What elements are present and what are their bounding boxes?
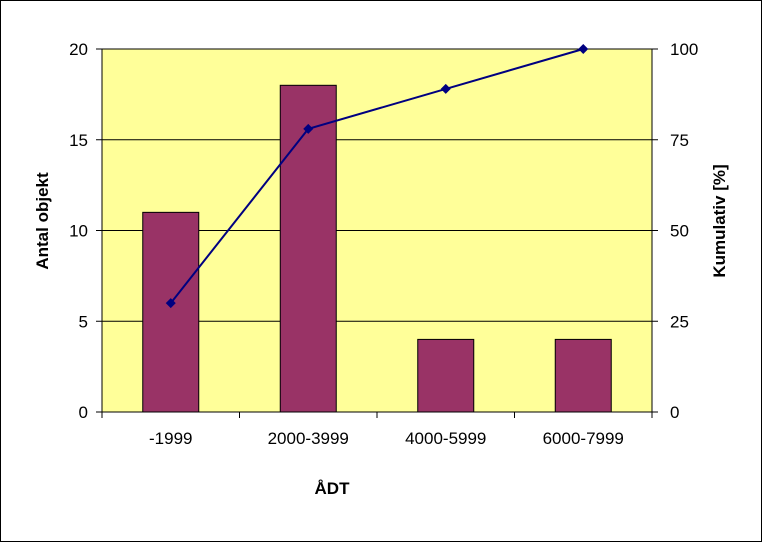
x-tick-label: 4000-5999 xyxy=(405,429,486,448)
bar-series xyxy=(142,84,612,413)
y-axis-title: Antal objekt xyxy=(33,172,52,270)
line-series xyxy=(165,44,589,309)
right-tick-label: 25 xyxy=(670,312,689,331)
left-tick-label: 0 xyxy=(79,403,88,422)
right-tick-label: 75 xyxy=(670,131,689,150)
right-tick-label: 0 xyxy=(670,403,679,422)
x-axis-title: ÅDT xyxy=(315,479,351,498)
line-point xyxy=(578,44,589,54)
left-tick-label: 15 xyxy=(69,131,88,150)
bar xyxy=(417,338,475,413)
left-tick-label: 10 xyxy=(69,222,88,241)
x-tick-label: -1999 xyxy=(149,429,192,448)
line-point xyxy=(165,298,176,309)
left-tick-label: 5 xyxy=(79,312,88,331)
y2-axis-title: Kumulativ [%] xyxy=(710,164,729,277)
right-tick-label: 100 xyxy=(670,40,698,59)
right-tick-label: 50 xyxy=(670,222,689,241)
line-point xyxy=(440,83,451,94)
bar xyxy=(554,338,612,413)
line-point xyxy=(303,123,314,134)
cumulative-line xyxy=(169,48,584,304)
x-tick-label: 6000-7999 xyxy=(543,429,624,448)
left-axis-ticks: 0 5 10 15 20 xyxy=(69,40,102,422)
left-tick-label: 20 xyxy=(69,40,88,59)
bar xyxy=(279,84,337,413)
x-tick-label: 2000-3999 xyxy=(268,429,349,448)
bar xyxy=(142,211,200,413)
x-axis-ticks: -1999 2000-3999 4000-5999 6000-7999 xyxy=(101,412,653,448)
right-axis-ticks: 0 25 50 75 100 xyxy=(652,40,698,422)
